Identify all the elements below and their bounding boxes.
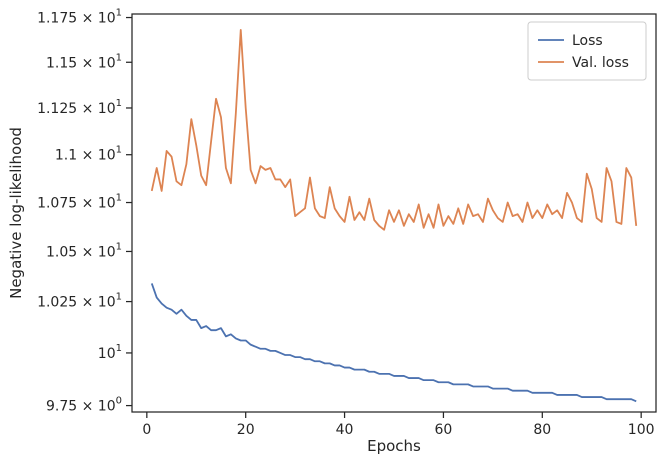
y-tick-mantissa: 1.175 × — [37, 11, 98, 27]
x-tick-label: 80 — [533, 422, 551, 438]
x-tick-label: 60 — [435, 422, 453, 438]
y-tick-exponent: 1 — [116, 98, 122, 109]
legend-label-val-loss: Val. loss — [572, 55, 629, 71]
x-axis-label: Epochs — [367, 437, 421, 455]
y-tick-exponent: 1 — [116, 52, 122, 63]
legend: Loss Val. loss — [527, 21, 647, 81]
y-tick-mantissa: 9.75 × — [46, 399, 98, 415]
x-axis-ticks: 0 20 40 60 80 100 — [142, 412, 655, 438]
y-tick-mantissa: 1.1 × — [55, 148, 98, 164]
y-tick-base: 10 — [98, 11, 116, 27]
x-tick-label: 20 — [237, 422, 255, 438]
y-tick-label: 101 — [98, 343, 122, 362]
y-tick-label: 1.05 × 101 — [46, 241, 122, 260]
y-tick-exponent: 1 — [116, 241, 122, 252]
y-tick-exponent: 1 — [116, 8, 122, 19]
y-tick-base: 10 — [98, 101, 116, 117]
x-tick-label: 40 — [336, 422, 354, 438]
y-tick-exponent: 1 — [116, 145, 122, 156]
y-tick-exponent: 1 — [116, 292, 122, 303]
y-tick-label: 1.075 × 101 — [37, 193, 122, 212]
y-tick-label: 1.1 × 101 — [55, 145, 122, 164]
y-tick-label: 9.75 × 100 — [46, 396, 122, 415]
y-tick-label: 1.125 × 101 — [37, 98, 122, 117]
legend-box — [527, 21, 647, 81]
y-tick-exponent: 1 — [116, 343, 122, 354]
y-axis-label: Negative log-likelihood — [7, 127, 25, 299]
y-tick-base: 10 — [98, 399, 116, 415]
y-tick-mantissa: 1.025 × — [37, 295, 98, 311]
y-tick-base: 10 — [98, 148, 116, 164]
series-line-0 — [150, 283, 637, 403]
series-layer — [150, 29, 638, 403]
legend-label-loss: Loss — [572, 33, 603, 49]
x-tick-label: 0 — [142, 422, 151, 438]
x-tick-label: 100 — [628, 422, 655, 438]
y-tick-label: 1.025 × 101 — [37, 292, 122, 311]
series-line-1 — [150, 29, 638, 231]
y-tick-exponent: 0 — [116, 396, 122, 407]
y-tick-base: 10 — [98, 55, 116, 71]
y-tick-label: 1.15 × 101 — [46, 52, 122, 71]
y-tick-label: 1.175 × 101 — [37, 8, 122, 27]
y-tick-mantissa: 1.125 × — [37, 101, 98, 117]
y-tick-mantissa: 1.05 × — [46, 244, 98, 260]
y-tick-mantissa: 1.15 × — [46, 55, 98, 71]
y-tick-base: 10 — [98, 196, 116, 212]
y-tick-base: 10 — [98, 244, 116, 260]
y-tick-base: 10 — [98, 346, 116, 362]
y-tick-base: 10 — [98, 295, 116, 311]
y-tick-mantissa: 1.075 × — [37, 196, 98, 212]
plot-frame — [131, 13, 657, 413]
y-tick-exponent: 1 — [116, 193, 122, 204]
